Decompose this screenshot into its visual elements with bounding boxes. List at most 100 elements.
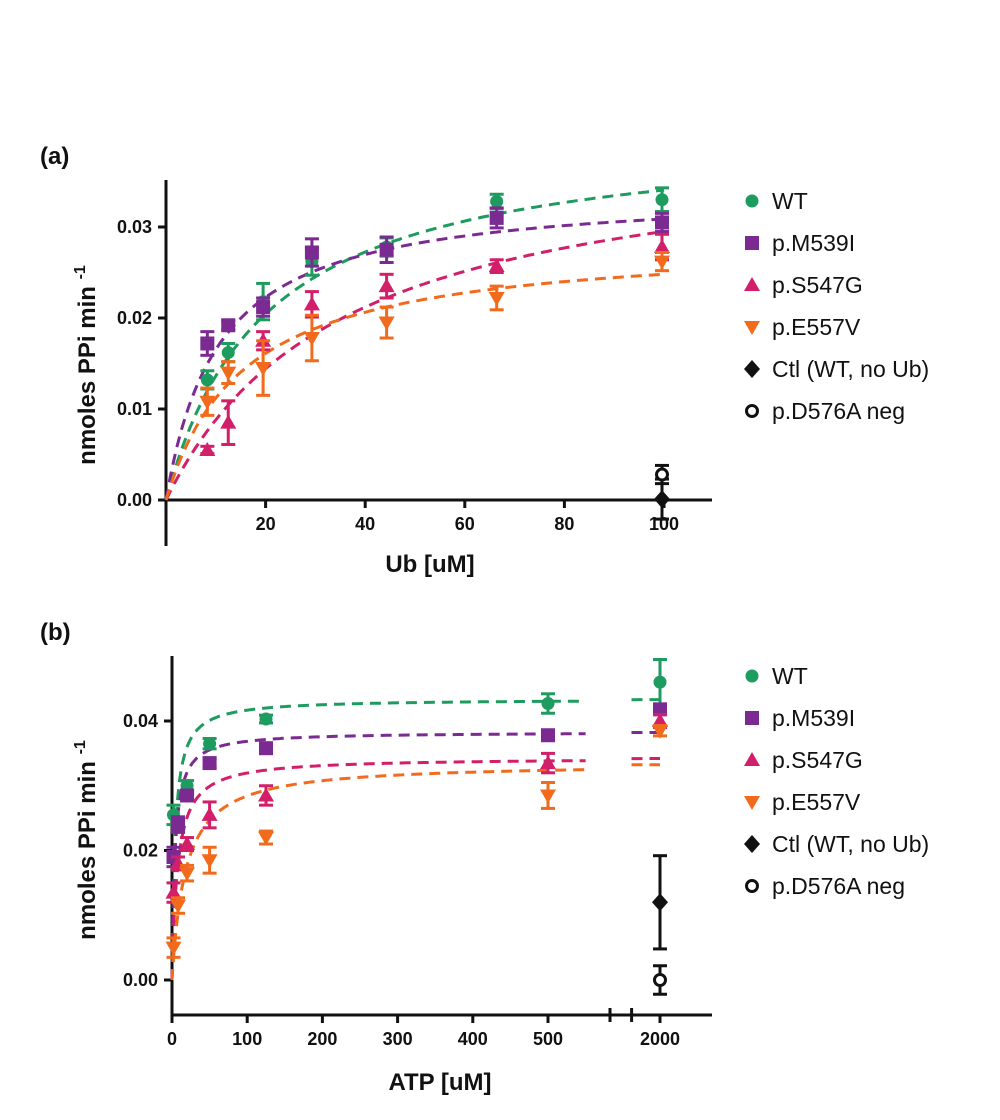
legend-item-p-d576a-neg: p.D576A neg [745,398,905,424]
data-point [488,258,505,273]
panel-b: (b) 0 100 200 300 400 500 2000 0.00 0.02 0.04 ATP [… [40,619,929,1096]
fit-curve-p-s547g [170,757,660,980]
legend-item-p-s547g: p.S547G [744,747,863,773]
legend-item-p-e557v: p.E557V [744,789,861,815]
legend-marker [745,194,759,208]
data-point [258,787,274,802]
data-point [652,713,668,727]
data-point [654,255,671,270]
x-tick-label: 80 [554,514,574,534]
legend: WT p.M539I p.S547G p.E557V Ctl (WT, no Ub) p.… [744,188,929,424]
y-axis-title-superscript: -1 [72,265,89,279]
y-axis-title: nmoles PPi min -1 [72,265,101,465]
x-axis-title: ATP [uM] [388,1069,491,1096]
data-point [490,195,504,209]
data-point [202,756,217,771]
fit-curve-p-e557v [170,763,660,980]
y-tick-label: 0.03 [117,217,152,237]
data-point [256,300,271,315]
data-point [170,899,187,914]
x-tick-label: 20 [256,514,276,534]
legend-item-p-s547g: p.S547G [744,272,863,298]
x-tick-label: 100 [649,514,679,534]
legend-item-wt: WT [745,188,808,214]
x-tick-label: 2000 [640,1029,680,1049]
y-tick-label: 0.02 [123,841,158,861]
y-tick-label: 0.00 [123,970,158,990]
series-p-d576a-neg [653,964,667,996]
data-point [201,806,218,821]
legend-label: p.D576A neg [772,873,905,899]
y-tick-label: 0.01 [117,399,152,419]
legend-marker [744,277,760,291]
data-point [221,318,236,333]
data-point [379,242,394,257]
data-point [541,697,555,711]
data-point [378,316,395,331]
data-point [654,490,671,509]
data-point [201,854,218,869]
series-p-e557v [199,250,671,417]
data-point [171,817,186,832]
y-axis-title-text: nmoles PPi min [74,279,101,464]
data-point [655,215,670,230]
data-point [655,193,669,207]
fit-curve-p-m539i [164,217,665,501]
legend-marker [745,669,759,683]
data-point [653,973,667,987]
data-point [654,239,671,254]
data-point [179,836,196,851]
legend-item-ctl-wt-no-ub: Ctl (WT, no Ub) [744,356,929,382]
x-tick-label: 500 [533,1029,563,1049]
legend-label: WT [772,188,808,214]
legend-item-p-d576a-neg: p.D576A neg [745,873,905,899]
data-point [655,467,670,482]
data-point [221,346,235,360]
legend-marker [744,360,760,378]
series-wt [166,657,667,833]
x-tick-label: 400 [458,1029,488,1049]
data-point [200,373,214,387]
fit-curve-wt [170,698,660,980]
data-point [488,291,505,306]
data-point [203,737,217,751]
data-point [259,712,273,726]
data-point [258,831,274,846]
x-tick-label: 0 [167,1029,177,1049]
y-tick-label: 0.04 [123,711,158,731]
legend-marker [745,879,759,893]
x-tick-label: 300 [383,1029,413,1049]
panel-a: (a) 20 40 60 80 100 0.00 0.01 0.02 0.03 Ub [uM] nmo… [40,143,929,578]
data-point [304,245,319,260]
legend-label: WT [772,663,808,689]
legend-item-wt: WT [745,663,808,689]
series-p-s547g [199,232,671,456]
legend-label: Ctl (WT, no Ub) [772,831,929,857]
series-p-m539i [166,702,667,869]
y-axis-title-superscript: -1 [72,740,89,754]
axes [158,180,712,546]
data-point [378,278,395,293]
series-p-e557v [165,724,668,959]
legend-label: Ctl (WT, no Ub) [772,356,929,382]
data-point [259,741,273,756]
data-point [540,755,556,770]
data-point [303,332,320,347]
x-axis-title: Ub [uM] [385,551,474,578]
legend-label: p.S547G [772,272,863,298]
series-p-d576a-neg [655,463,670,486]
legend-marker [745,711,759,725]
fit-curve-p-e557v [164,272,665,501]
x-tick-label: 100 [232,1029,262,1049]
legend-item-p-m539i: p.M539I [745,705,855,731]
data-point [165,884,182,899]
x-tick-label: 40 [355,514,375,534]
data-point [255,362,272,377]
panel-label: (b) [40,619,71,646]
y-axis-title-text: nmoles PPi min [74,754,101,939]
data-point [165,941,182,956]
legend-item-ctl-wt-no-ub: Ctl (WT, no Ub) [744,831,929,857]
data-point [220,414,237,429]
legend-label: p.M539I [772,230,855,256]
